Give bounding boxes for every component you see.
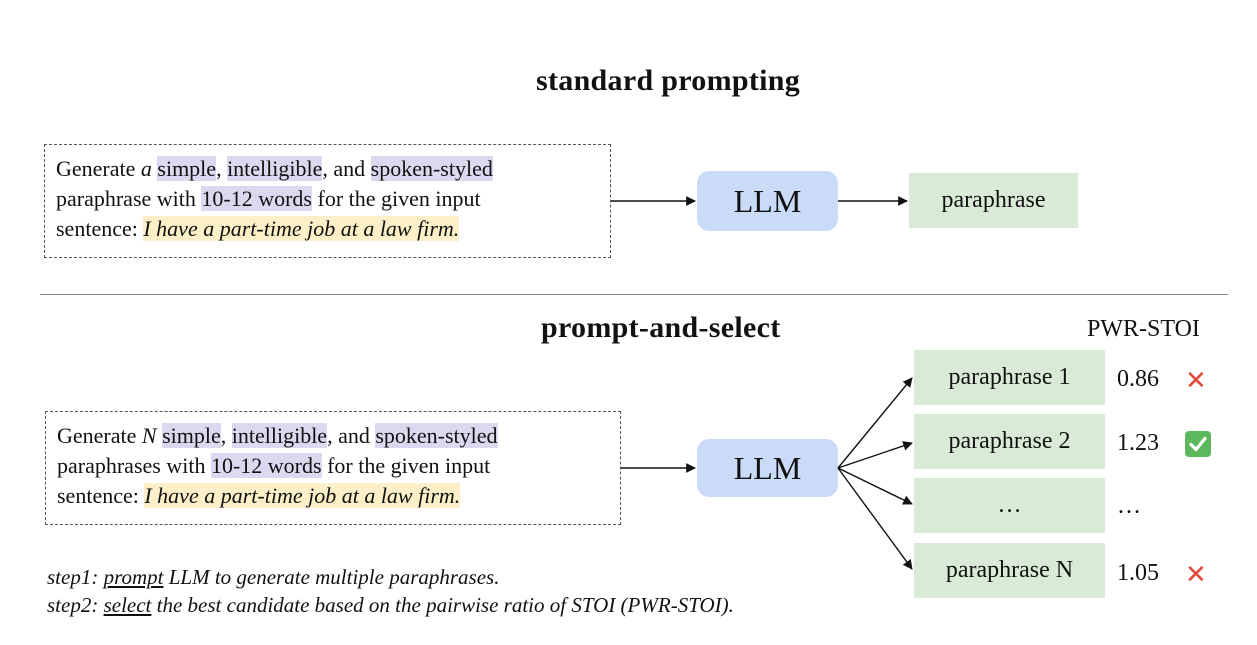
standard-paraphrase-box: paraphrase	[909, 173, 1078, 228]
score-2: 1.23	[1117, 430, 1159, 456]
highlight-simple: simple	[162, 423, 221, 448]
score-1: 0.86	[1117, 366, 1159, 392]
highlight-intelligible: intelligible	[231, 423, 328, 448]
highlight-word-count: 10-12 words	[210, 453, 322, 478]
section-divider	[40, 294, 1228, 295]
candidate-box-2: paraphrase 2	[914, 414, 1105, 469]
arrow-llm-to-candidate-n	[837, 467, 913, 570]
score-n: 1.05	[1117, 560, 1159, 586]
select-prompt-box: Generate N simple, intelligible, and spo…	[45, 411, 621, 525]
candidate-box-1: paraphrase 1	[914, 350, 1105, 405]
arrow-llm-to-candidate-2	[837, 441, 913, 469]
highlight-simple: simple	[157, 156, 217, 181]
highlight-word-count: 10-12 words	[201, 186, 312, 211]
highlight-spoken-styled: spoken-styled	[370, 156, 493, 181]
highlight-spoken-styled: spoken-styled	[375, 423, 498, 448]
input-sentence: I have a part-time job at a law firm.	[144, 483, 461, 508]
check-mark-svg	[1189, 436, 1207, 452]
input-sentence: I have a part-time job at a law firm.	[143, 216, 460, 241]
prompt-line-1: Generate N simple, intelligible, and spo…	[57, 423, 498, 448]
step-2: step2: select the best candidate based o…	[47, 593, 734, 617]
score-ellipsis: …	[1117, 493, 1141, 519]
arrow-llm-to-candidate-ellipsis	[837, 467, 913, 505]
check-icon	[1185, 431, 1211, 457]
cross-icon: ✕	[1185, 560, 1207, 590]
standard-prompting-title: standard prompting	[536, 64, 801, 97]
steps-text: step1: prompt LLM to generate multiple p…	[47, 563, 734, 619]
select-llm-box: LLM	[697, 439, 838, 497]
cross-icon: ✕	[1185, 366, 1207, 396]
prompt-line-2: paraphrases with 10-12 words for the giv…	[57, 453, 491, 478]
prompt-line-3: sentence: I have a part-time job at a la…	[57, 483, 461, 508]
candidate-box-n: paraphrase N	[914, 543, 1105, 598]
step-2-keyword: select	[103, 593, 152, 617]
prompt-and-select-title: prompt-and-select	[541, 311, 781, 344]
candidate-box-ellipsis: …	[914, 478, 1105, 533]
pwr-stoi-header: PWR-STOI	[1087, 316, 1200, 342]
prompt-line-1: Generate a simple, intelligible, and spo…	[56, 156, 493, 181]
arrow-llm-to-candidate-1	[837, 377, 913, 469]
prompt-line-2: paraphrase with 10-12 words for the give…	[56, 186, 481, 211]
standard-llm-box: LLM	[697, 171, 838, 231]
highlight-intelligible: intelligible	[227, 156, 323, 181]
step-1: step1: prompt LLM to generate multiple p…	[47, 565, 500, 589]
prompt-line-3: sentence: I have a part-time job at a la…	[56, 216, 460, 241]
standard-prompt-box: Generate a simple, intelligible, and spo…	[44, 144, 611, 258]
step-1-keyword: prompt	[103, 565, 164, 589]
